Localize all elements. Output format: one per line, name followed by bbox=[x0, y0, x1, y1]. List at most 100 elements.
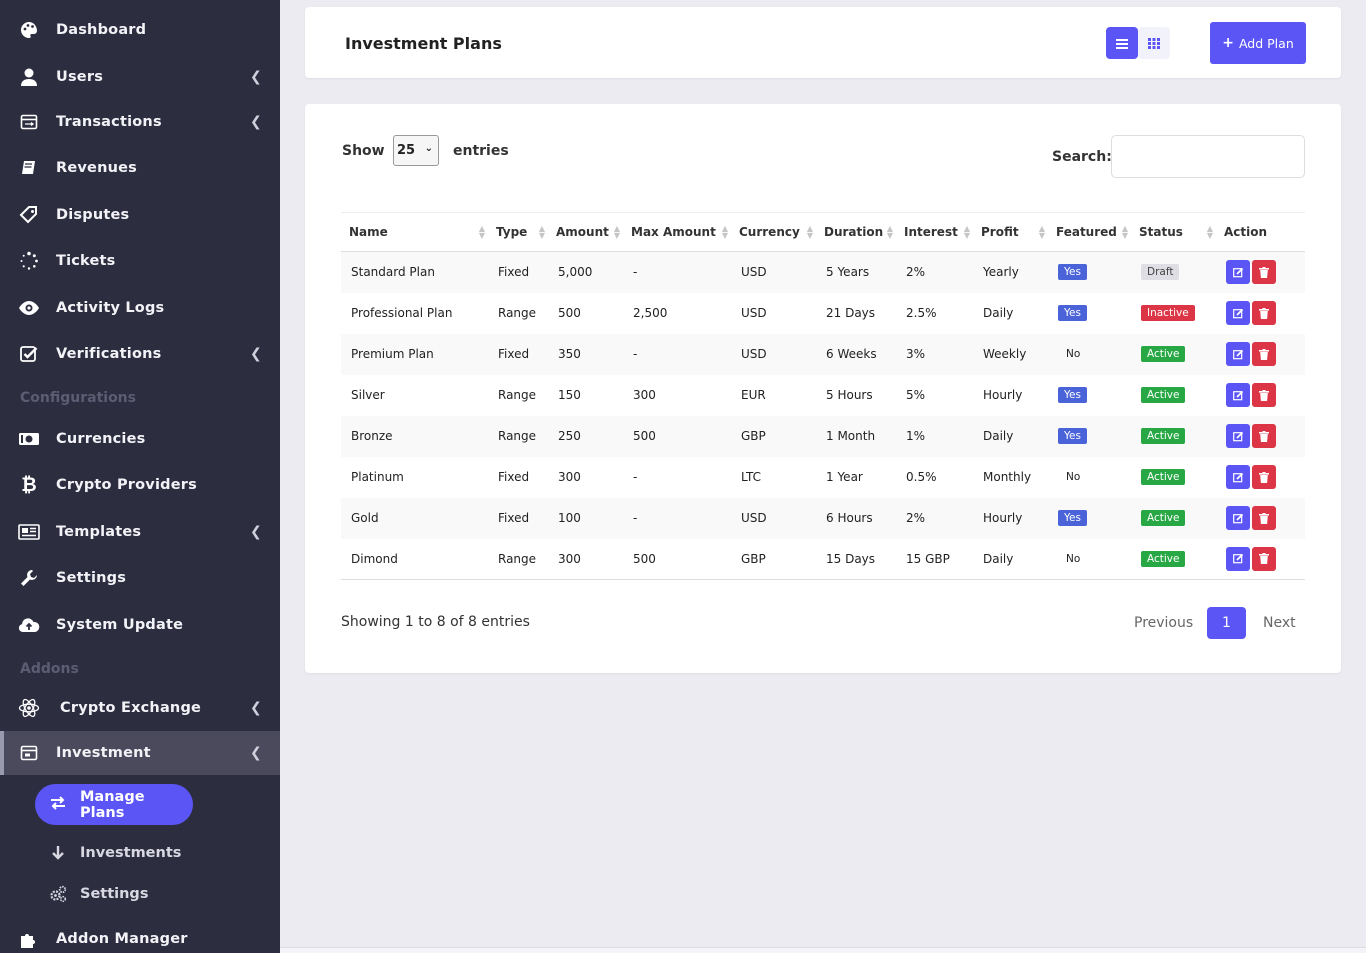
edit-icon bbox=[1232, 513, 1243, 523]
sidebar-item-system-update[interactable]: System Update bbox=[0, 603, 280, 647]
table-row: Dimond Range 300 500 GBP 15 Days 15 GBP Daily No… bbox=[341, 538, 1305, 580]
column-header[interactable]: Amount ▲ ▼ bbox=[548, 212, 623, 252]
column-header: Action bbox=[1216, 212, 1305, 252]
entries-select[interactable]: 25 ⌄ bbox=[393, 135, 439, 166]
chevron-left-icon: ❮ bbox=[250, 745, 262, 761]
delete-button[interactable] bbox=[1252, 546, 1276, 571]
cell-max: - bbox=[623, 497, 731, 539]
cell-name: Platinum bbox=[351, 470, 404, 484]
delete-button[interactable] bbox=[1252, 506, 1276, 530]
column-header[interactable]: Status ▲ ▼ bbox=[1131, 212, 1216, 252]
cell-interest: 5% bbox=[906, 388, 926, 402]
column-header[interactable]: Max Amount ▲ ▼ bbox=[623, 212, 731, 252]
cell-profit: Monthly bbox=[983, 470, 1032, 484]
column-header[interactable]: Duration ▲ ▼ bbox=[816, 212, 896, 252]
column-header-label: Duration bbox=[824, 225, 884, 239]
plans-card: Show 25 ⌄ entries Search: Name ▲ ▼ Type ▲ ▼ Am… bbox=[305, 104, 1341, 673]
table-row: Professional Plan Range 500 2,500 USD 21 Days… bbox=[341, 293, 1305, 334]
cell-featured: No bbox=[1048, 457, 1131, 498]
chevron-left-icon: ❮ bbox=[250, 346, 262, 362]
table-row: Standard Plan Fixed 5,000- USD 5 Years 2% Year… bbox=[341, 251, 1305, 293]
delete-button[interactable] bbox=[1252, 301, 1276, 325]
featured-badge: Yes bbox=[1058, 428, 1087, 444]
edit-icon bbox=[1232, 472, 1243, 482]
cell-amount: 100 bbox=[548, 497, 623, 539]
edit-button[interactable] bbox=[1226, 342, 1250, 366]
trash-icon bbox=[1259, 553, 1269, 565]
sidebar-item-settings[interactable]: Settings bbox=[0, 556, 280, 600]
sidebar-item-crypto-exchange[interactable]: Crypto Exchange ❮ bbox=[0, 686, 280, 730]
trash-icon bbox=[1259, 307, 1269, 319]
table-row: Bronze Range 250 500 GBP 1 Month 1% Daily Yes Act… bbox=[341, 415, 1305, 457]
delete-button[interactable] bbox=[1252, 342, 1276, 366]
list-icon bbox=[1116, 34, 1128, 53]
delete-button[interactable] bbox=[1252, 383, 1276, 407]
cell-action bbox=[1216, 457, 1305, 498]
edit-icon bbox=[1232, 349, 1243, 359]
edit-button[interactable] bbox=[1226, 260, 1250, 285]
sidebar-item-investment[interactable]: Investment ❮ bbox=[0, 731, 280, 775]
edit-button[interactable] bbox=[1226, 546, 1250, 571]
sidebar-item-revenues[interactable]: Revenues bbox=[0, 146, 280, 190]
cell-profit: Yearly bbox=[973, 251, 1048, 293]
sidebar-item-crypto-providers[interactable]: ₿ Crypto Providers bbox=[0, 463, 280, 507]
sidebar-item-users[interactable]: Users ❮ bbox=[0, 55, 280, 99]
sidebar-item-dashboard[interactable]: Dashboard bbox=[0, 8, 280, 52]
status-badge: Inactive bbox=[1141, 305, 1195, 321]
column-header[interactable]: Type ▲ ▼ bbox=[488, 212, 548, 252]
eye-icon bbox=[18, 297, 40, 319]
sidebar-item-tickets[interactable]: Tickets bbox=[0, 239, 280, 283]
edit-button[interactable] bbox=[1226, 465, 1250, 489]
column-header[interactable]: Currency ▲ ▼ bbox=[731, 212, 816, 252]
column-header[interactable]: Profit ▲ ▼ bbox=[973, 212, 1048, 252]
cell-featured: Yes bbox=[1048, 251, 1131, 293]
sidebar-item-disputes[interactable]: Disputes bbox=[0, 193, 280, 237]
check-square-icon bbox=[18, 343, 40, 365]
edit-button[interactable] bbox=[1226, 383, 1250, 407]
search-label: Search: bbox=[1052, 149, 1112, 165]
edit-button[interactable] bbox=[1226, 301, 1250, 325]
sidebar-item-verifications[interactable]: Verifications ❮ bbox=[0, 332, 280, 376]
submenu-label: Manage Plans bbox=[80, 788, 145, 821]
search-input[interactable] bbox=[1111, 135, 1305, 178]
cell-profit: Hourly bbox=[973, 497, 1048, 539]
cell-action bbox=[1216, 333, 1305, 375]
delete-button[interactable] bbox=[1252, 424, 1276, 448]
list-view-button[interactable] bbox=[1106, 27, 1138, 59]
column-header[interactable]: Featured ▲ ▼ bbox=[1048, 212, 1131, 252]
sidebar-item-activity-logs[interactable]: Activity Logs bbox=[0, 286, 280, 330]
sidebar-item-currencies[interactable]: Currencies bbox=[0, 417, 280, 461]
sidebar-item-templates[interactable]: Templates ❮ bbox=[0, 510, 280, 554]
table-info: Showing 1 to 8 of 8 entries bbox=[341, 614, 530, 630]
column-header-label: Name bbox=[349, 225, 388, 239]
delete-button[interactable] bbox=[1252, 465, 1276, 489]
submenu-manage-plans[interactable]: Manage Plans bbox=[35, 784, 193, 825]
cell-status: Active bbox=[1131, 497, 1216, 539]
arrow-down-icon bbox=[48, 845, 68, 861]
cell-interest: 2.5% bbox=[906, 306, 937, 320]
submenu-label: Settings bbox=[80, 886, 149, 902]
cell-featured: No bbox=[1048, 333, 1131, 375]
plus-icon: + bbox=[1222, 35, 1234, 51]
sidebar-item-label: Transactions bbox=[56, 114, 162, 130]
grid-view-button[interactable] bbox=[1138, 27, 1170, 59]
previous-page-button[interactable]: Previous bbox=[1134, 615, 1194, 631]
cell-duration: 15 Days bbox=[816, 538, 896, 580]
page-1-button[interactable]: 1 bbox=[1207, 607, 1246, 639]
wrench-icon bbox=[18, 567, 40, 589]
edit-button[interactable] bbox=[1226, 506, 1250, 530]
cloud-upload-icon bbox=[18, 614, 40, 636]
next-page-button[interactable]: Next bbox=[1263, 615, 1296, 631]
cell-currency: EUR bbox=[741, 388, 766, 402]
column-header-label: Featured bbox=[1056, 225, 1117, 239]
sort-icon: ▲ ▼ bbox=[538, 224, 545, 240]
cell-interest: 2% bbox=[896, 251, 973, 293]
sidebar-item-transactions[interactable]: Transactions ❮ bbox=[0, 100, 280, 144]
add-plan-button[interactable]: + Add Plan bbox=[1210, 22, 1306, 64]
delete-button[interactable] bbox=[1252, 260, 1276, 285]
edit-button[interactable] bbox=[1226, 424, 1250, 448]
cell-max: - bbox=[623, 333, 731, 375]
sidebar-item-addon-manager[interactable]: Addon Manager bbox=[0, 917, 280, 953]
column-header[interactable]: Name ▲ ▼ bbox=[341, 212, 488, 252]
column-header[interactable]: Interest ▲ ▼ bbox=[896, 212, 973, 252]
